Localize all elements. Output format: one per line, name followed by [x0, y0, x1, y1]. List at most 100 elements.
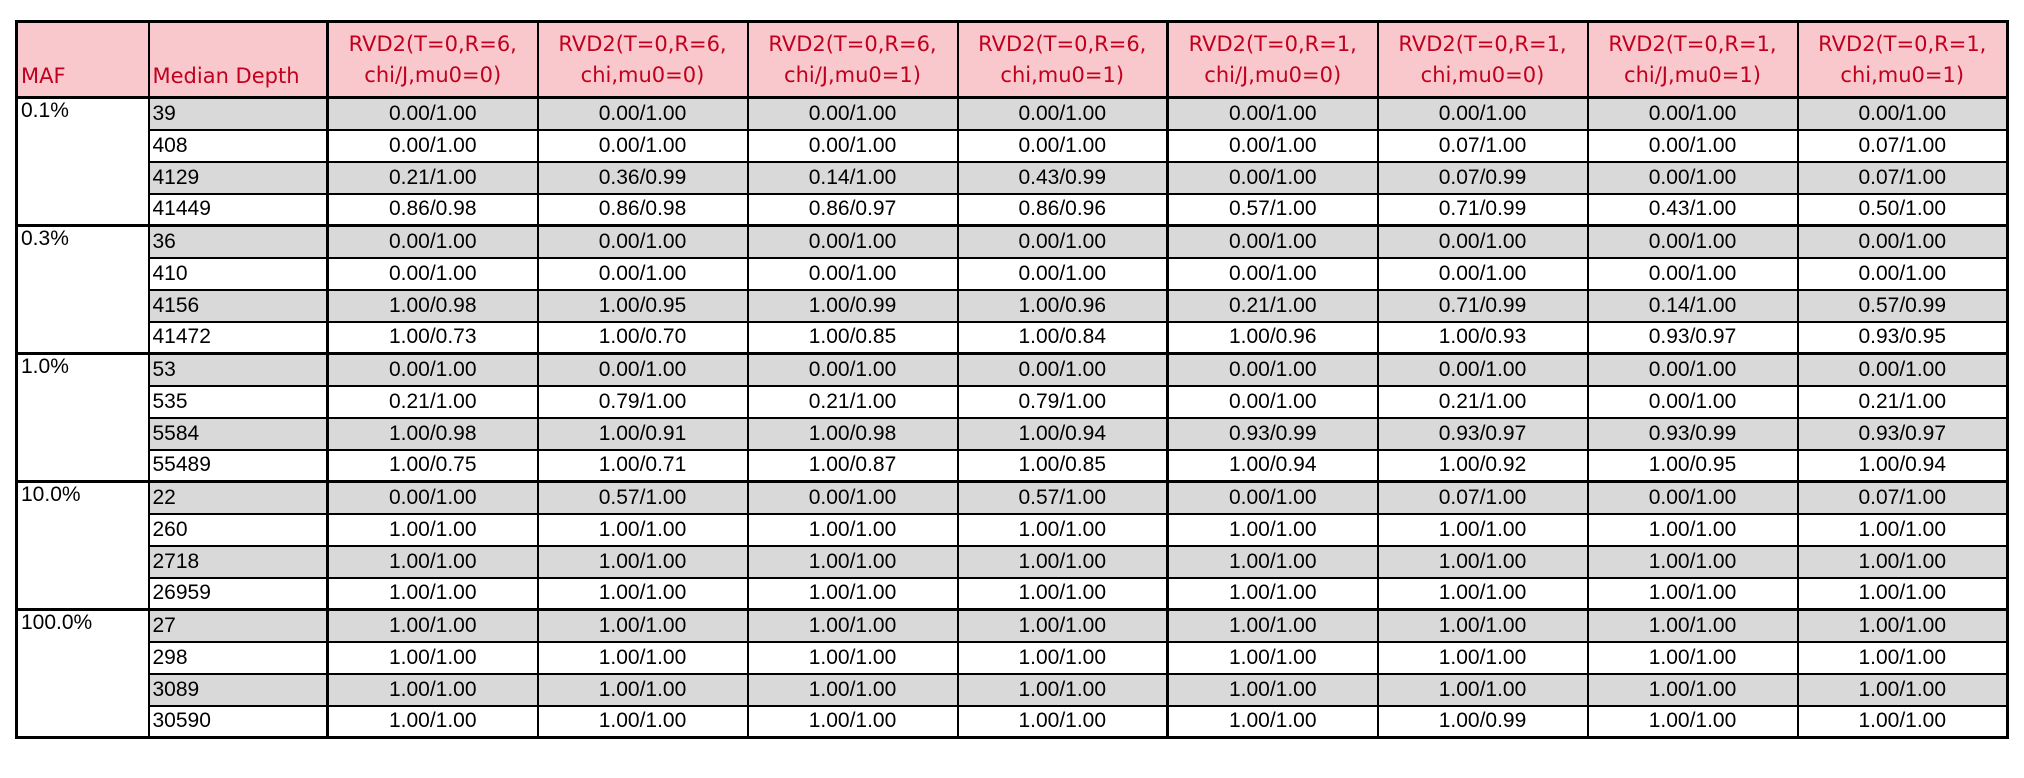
value-cell: 0.50/1.00	[1796, 192, 2009, 227]
value-cell: 0.00/1.00	[1166, 480, 1379, 515]
value-cell: 0.00/1.00	[746, 352, 959, 387]
median-depth-cell: 27	[147, 608, 329, 643]
value-cell: 0.21/1.00	[1166, 288, 1379, 323]
value-cell: 1.00/0.95	[1586, 448, 1799, 483]
value-cell: 0.00/1.00	[1376, 224, 1589, 259]
table-row: 4156 1.00/0.98 1.00/0.95 1.00/0.99 1.00/0.96…	[17, 288, 2009, 323]
table-row: 41449 0.86/0.98 0.86/0.98 0.86/0.97 0.86/0.9…	[17, 192, 2009, 227]
value-cell: 0.14/1.00	[746, 160, 959, 195]
value-cell: 0.00/1.00	[536, 96, 749, 131]
value-cell: 0.00/1.00	[536, 224, 749, 259]
value-cell: 1.00/1.00	[746, 672, 959, 707]
value-cell: 0.57/0.99	[1796, 288, 2009, 323]
value-cell: 0.00/1.00	[326, 256, 539, 291]
value-cell: 1.00/0.73	[326, 320, 539, 355]
value-cell: 1.00/1.00	[1376, 512, 1589, 547]
value-cell: 0.43/0.99	[956, 160, 1169, 195]
value-cell: 0.79/1.00	[536, 384, 749, 419]
value-cell: 1.00/1.00	[956, 544, 1169, 579]
value-cell: 1.00/1.00	[1796, 640, 2009, 675]
value-cell: 1.00/1.00	[1586, 512, 1799, 547]
value-cell: 0.00/1.00	[326, 128, 539, 163]
value-cell: 1.00/1.00	[1586, 608, 1799, 643]
value-cell: 0.00/1.00	[956, 224, 1169, 259]
value-cell: 1.00/0.96	[956, 288, 1169, 323]
value-cell: 1.00/1.00	[956, 672, 1169, 707]
value-cell: 0.93/0.97	[1586, 320, 1799, 355]
median-depth-cell: 408	[147, 128, 329, 163]
median-depth-cell: 41449	[147, 192, 329, 227]
value-cell: 0.21/1.00	[1796, 384, 2009, 419]
value-cell: 1.00/1.00	[956, 608, 1169, 643]
value-cell: 1.00/0.94	[1796, 448, 2009, 483]
header-row: MAF Median Depth RVD2(T=0,R=6, chi/J,mu0…	[15, 20, 2009, 99]
value-cell: 0.57/1.00	[536, 480, 749, 515]
value-cell: 0.00/1.00	[536, 352, 749, 387]
value-cell: 1.00/1.00	[536, 640, 749, 675]
value-cell: 1.00/0.95	[536, 288, 749, 323]
value-cell: 0.86/0.98	[326, 192, 539, 227]
column-header-r1-chij-mu0-1: RVD2(T=0,R=1, chi/J,mu0=1)	[1586, 20, 1799, 99]
value-cell: 0.07/0.99	[1376, 160, 1589, 195]
maf-cell: 10.0%	[15, 480, 150, 611]
value-cell: 1.00/1.00	[956, 512, 1169, 547]
value-cell: 1.00/1.00	[1166, 704, 1379, 739]
value-cell: 0.21/1.00	[326, 160, 539, 195]
value-cell: 0.00/1.00	[1586, 224, 1799, 259]
median-depth-cell: 36	[147, 224, 329, 259]
value-cell: 1.00/1.00	[326, 576, 539, 611]
table-row: 0.3% 36 0.00/1.00 0.00/1.00 0.00/1.00 0.00/1.…	[15, 224, 2009, 355]
column-header-r6-chi-mu0-1: RVD2(T=0,R=6, chi,mu0=1)	[956, 20, 1169, 99]
value-cell: 0.86/0.97	[746, 192, 959, 227]
value-cell: 1.00/0.93	[1376, 320, 1589, 355]
value-cell: 1.00/0.98	[326, 416, 539, 451]
value-cell: 0.00/1.00	[1166, 352, 1379, 387]
value-cell: 1.00/1.00	[956, 576, 1169, 611]
value-cell: 1.00/1.00	[536, 576, 749, 611]
value-cell: 1.00/1.00	[1586, 576, 1799, 611]
results-table: MAF Median Depth RVD2(T=0,R=6, chi/J,mu0…	[15, 20, 2009, 739]
column-header-r1-chi-mu0-1: RVD2(T=0,R=1, chi,mu0=1)	[1796, 20, 2009, 99]
value-cell: 0.00/1.00	[536, 128, 749, 163]
value-cell: 0.00/1.00	[1376, 96, 1589, 131]
value-cell: 1.00/0.99	[1376, 704, 1589, 739]
value-cell: 1.00/1.00	[1166, 608, 1379, 643]
value-cell: 1.00/1.00	[1796, 672, 2009, 707]
value-cell: 0.00/1.00	[1376, 256, 1589, 291]
table-row: 298 1.00/1.00 1.00/1.00 1.00/1.00 1.00/1.00 1…	[17, 640, 2009, 675]
table-row: 10.0% 22 0.00/1.00 0.57/1.00 0.00/1.00 0.57/1…	[15, 480, 2009, 611]
table-row: 41472 1.00/0.73 1.00/0.70 1.00/0.85 1.00/0.8…	[17, 320, 2009, 355]
median-depth-cell: 3089	[147, 672, 329, 707]
value-cell: 0.07/1.00	[1376, 480, 1589, 515]
value-cell: 0.00/1.00	[746, 256, 959, 291]
value-cell: 0.00/1.00	[326, 224, 539, 259]
value-cell: 0.00/1.00	[956, 256, 1169, 291]
median-depth-cell: 260	[147, 512, 329, 547]
median-depth-cell: 535	[147, 384, 329, 419]
value-cell: 1.00/1.00	[956, 704, 1169, 739]
column-header-median-depth: Median Depth	[147, 20, 329, 99]
value-cell: 1.00/1.00	[1166, 576, 1379, 611]
median-depth-cell: 53	[147, 352, 329, 387]
median-depth-cell: 4129	[147, 160, 329, 195]
table-row: 2718 1.00/1.00 1.00/1.00 1.00/1.00 1.00/1.00…	[17, 544, 2009, 579]
value-cell: 0.00/1.00	[1796, 224, 2009, 259]
value-cell: 1.00/0.98	[326, 288, 539, 323]
column-header-r6-chi-mu0-0: RVD2(T=0,R=6, chi,mu0=0)	[536, 20, 749, 99]
value-cell: 0.00/1.00	[746, 480, 959, 515]
maf-cell: 0.3%	[15, 224, 150, 355]
value-cell: 1.00/1.00	[1796, 608, 2009, 643]
value-cell: 1.00/1.00	[536, 544, 749, 579]
value-cell: 1.00/1.00	[536, 672, 749, 707]
value-cell: 0.93/0.97	[1376, 416, 1589, 451]
value-cell: 0.21/1.00	[326, 384, 539, 419]
value-cell: 0.00/1.00	[1796, 352, 2009, 387]
table-row: 1.0% 53 0.00/1.00 0.00/1.00 0.00/1.00 0.00/1.…	[15, 352, 2009, 483]
value-cell: 0.00/1.00	[956, 128, 1169, 163]
value-cell: 1.00/1.00	[1586, 544, 1799, 579]
table-row: 408 0.00/1.00 0.00/1.00 0.00/1.00 0.00/1.00 0…	[17, 128, 2009, 163]
value-cell: 1.00/0.75	[326, 448, 539, 483]
table-row: 5584 1.00/0.98 1.00/0.91 1.00/0.98 1.00/0.94…	[17, 416, 2009, 451]
value-cell: 1.00/0.70	[536, 320, 749, 355]
median-depth-cell: 22	[147, 480, 329, 515]
